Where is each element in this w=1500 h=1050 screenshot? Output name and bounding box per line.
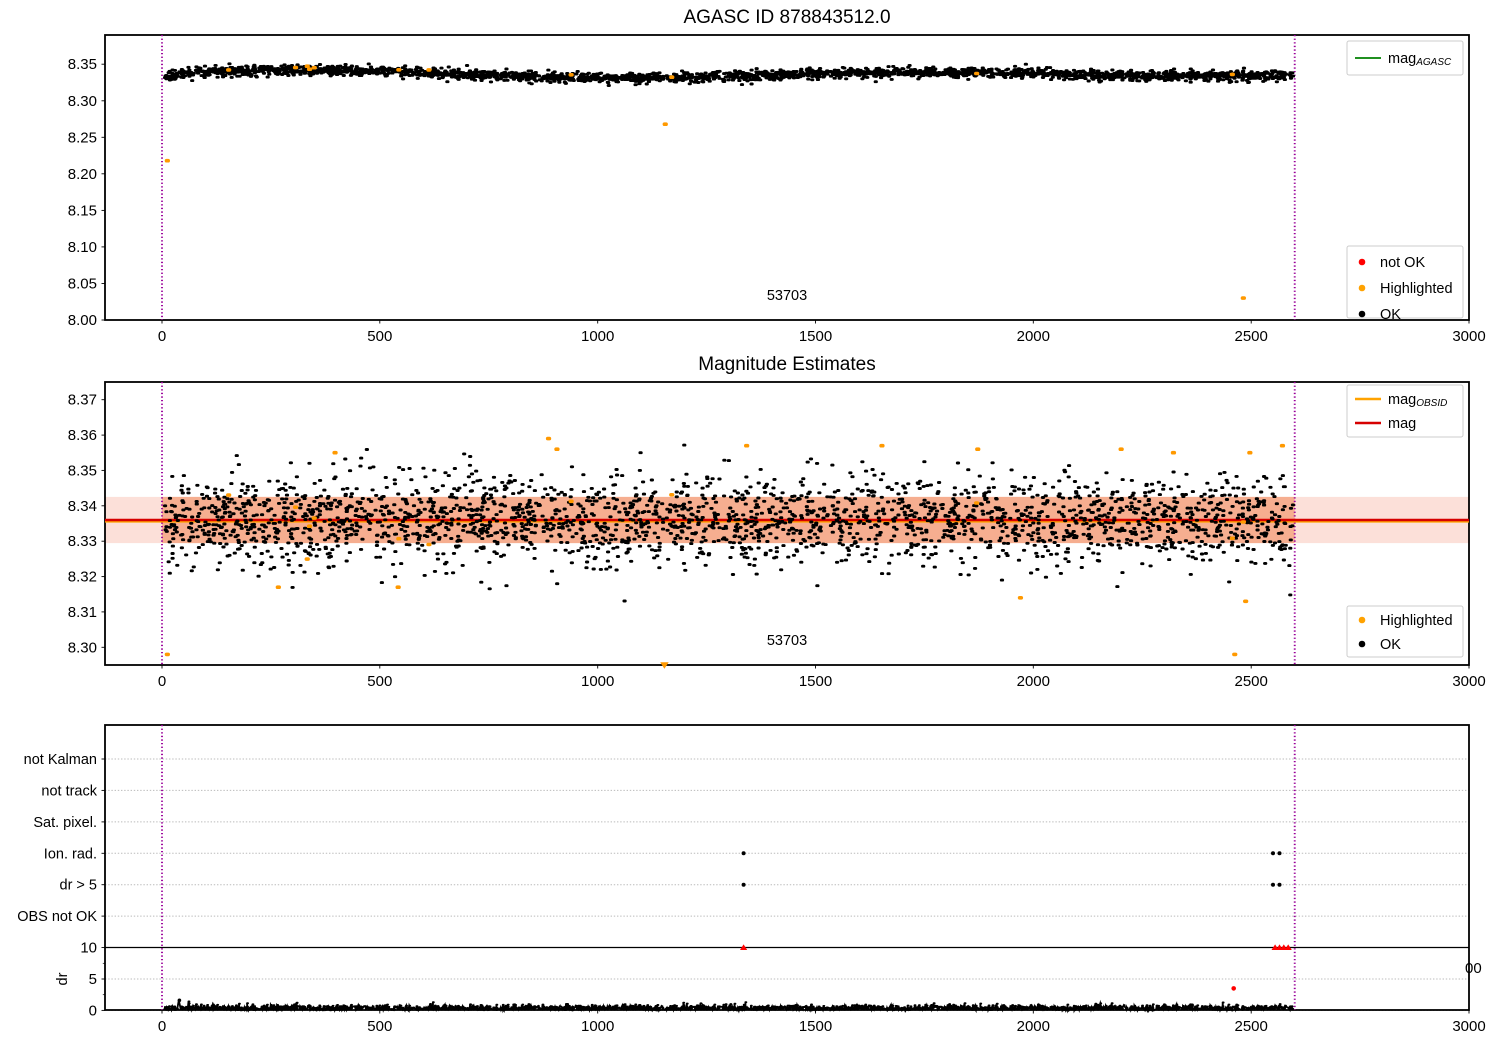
svg-text:0: 0	[89, 1002, 97, 1019]
svg-text:500: 500	[367, 1018, 392, 1035]
svg-text:1000: 1000	[581, 673, 614, 690]
svg-text:0: 0	[158, 1018, 166, 1035]
svg-text:dr > 5: dr > 5	[60, 878, 97, 894]
svg-text:8.05: 8.05	[68, 276, 97, 293]
svg-text:1500: 1500	[799, 673, 832, 690]
svg-text:8.30: 8.30	[68, 639, 97, 656]
svg-text:500: 500	[367, 328, 392, 345]
svg-text:8.33: 8.33	[68, 533, 97, 550]
svg-text:1500: 1500	[799, 1018, 832, 1035]
svg-text:1000: 1000	[581, 1018, 614, 1035]
svg-text:8.25: 8.25	[68, 129, 97, 146]
svg-text:mag: mag	[1388, 416, 1416, 432]
svg-text:not OK: not OK	[1380, 255, 1425, 271]
svg-text:2500: 2500	[1235, 673, 1268, 690]
svg-text:8.30: 8.30	[68, 93, 97, 110]
svg-text:8.37: 8.37	[68, 392, 97, 409]
svg-text:2500: 2500	[1235, 328, 1268, 345]
svg-text:8.10: 8.10	[68, 239, 97, 256]
svg-text:8.36: 8.36	[68, 427, 97, 444]
svg-text:2000: 2000	[1017, 673, 1050, 690]
svg-text:1500: 1500	[799, 328, 832, 345]
svg-text:00: 00	[1465, 960, 1482, 977]
svg-text:8.35: 8.35	[68, 462, 97, 479]
svg-text:5: 5	[89, 971, 97, 988]
svg-text:0: 0	[158, 328, 166, 345]
svg-text:Magnitude Estimates: Magnitude Estimates	[698, 354, 875, 375]
svg-text:8.15: 8.15	[68, 202, 97, 219]
svg-text:Highlighted: Highlighted	[1380, 613, 1453, 629]
svg-text:2000: 2000	[1017, 328, 1050, 345]
svg-text:8.00: 8.00	[68, 312, 97, 329]
svg-text:10: 10	[80, 940, 97, 957]
svg-text:8.32: 8.32	[68, 569, 97, 586]
svg-text:8.20: 8.20	[68, 166, 97, 183]
svg-text:8.31: 8.31	[68, 604, 97, 621]
svg-text:8.35: 8.35	[68, 56, 97, 73]
svg-text:Sat. pixel.: Sat. pixel.	[33, 815, 97, 831]
svg-text:53703: 53703	[767, 633, 807, 649]
svg-text:8.34: 8.34	[68, 498, 97, 515]
svg-text:0: 0	[158, 673, 166, 690]
svg-text:Ion. rad.: Ion. rad.	[44, 846, 97, 862]
svg-text:3000: 3000	[1452, 328, 1485, 345]
svg-text:not Kalman: not Kalman	[24, 752, 97, 768]
svg-text:OK: OK	[1380, 637, 1401, 653]
svg-text:2500: 2500	[1235, 1018, 1268, 1035]
svg-text:2000: 2000	[1017, 1018, 1050, 1035]
svg-text:OK: OK	[1380, 307, 1401, 323]
svg-text:Highlighted: Highlighted	[1380, 281, 1453, 297]
svg-text:dr: dr	[55, 972, 71, 985]
svg-text:3000: 3000	[1452, 1018, 1485, 1035]
svg-text:1000: 1000	[581, 328, 614, 345]
svg-text:500: 500	[367, 673, 392, 690]
svg-text:not track: not track	[41, 783, 97, 799]
svg-text:AGASC ID 878843512.0: AGASC ID 878843512.0	[683, 7, 890, 28]
svg-text:OBS not OK: OBS not OK	[17, 909, 97, 925]
svg-text:53703: 53703	[767, 288, 807, 304]
svg-text:3000: 3000	[1452, 673, 1485, 690]
